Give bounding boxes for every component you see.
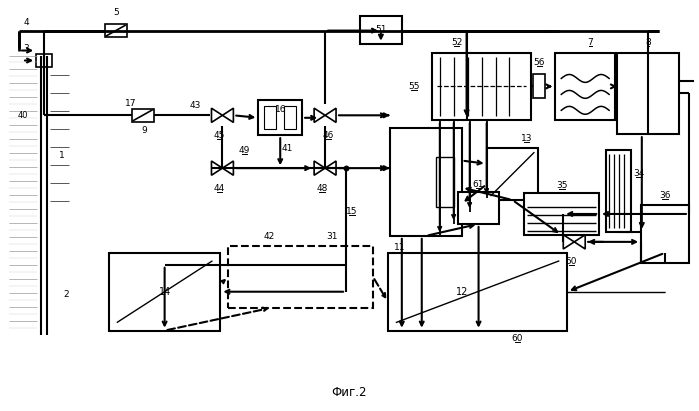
- Polygon shape: [575, 235, 585, 249]
- Bar: [533, 74, 545, 98]
- Text: Фиг.2: Фиг.2: [331, 386, 367, 399]
- Text: 48: 48: [317, 184, 328, 193]
- Bar: [36, 53, 52, 67]
- Text: 41: 41: [282, 144, 293, 153]
- Text: 50: 50: [565, 257, 577, 266]
- Text: 44: 44: [214, 184, 225, 193]
- Polygon shape: [325, 161, 336, 175]
- Text: 45: 45: [214, 131, 225, 140]
- Text: 55: 55: [408, 82, 419, 91]
- Bar: [390, 128, 461, 236]
- Polygon shape: [314, 161, 325, 175]
- Bar: [641, 205, 689, 263]
- Bar: [360, 16, 402, 44]
- Text: 8: 8: [645, 38, 651, 47]
- Bar: [131, 109, 154, 122]
- Bar: [109, 253, 220, 330]
- Bar: [606, 150, 631, 232]
- Bar: [105, 24, 127, 37]
- Text: 14: 14: [159, 287, 171, 297]
- Text: 56: 56: [533, 58, 545, 67]
- Bar: [259, 100, 302, 135]
- Text: 11: 11: [394, 243, 405, 252]
- Polygon shape: [222, 161, 233, 175]
- Text: 34: 34: [633, 169, 644, 178]
- Text: 17: 17: [124, 99, 136, 108]
- Text: 9: 9: [142, 126, 147, 135]
- Polygon shape: [325, 108, 336, 122]
- Bar: [435, 157, 454, 207]
- Text: 15: 15: [346, 207, 358, 216]
- Bar: [432, 53, 531, 120]
- Bar: [524, 193, 599, 235]
- Text: 4: 4: [23, 18, 29, 27]
- Text: 5: 5: [113, 8, 119, 17]
- Text: 13: 13: [521, 134, 532, 143]
- Polygon shape: [212, 161, 222, 175]
- Text: 52: 52: [451, 38, 462, 47]
- Text: 16: 16: [275, 105, 286, 114]
- Text: 36: 36: [659, 191, 670, 199]
- Bar: [264, 106, 276, 129]
- Text: 60: 60: [512, 334, 523, 343]
- Text: 61: 61: [473, 180, 484, 189]
- Text: 49: 49: [238, 145, 250, 155]
- Polygon shape: [563, 235, 575, 249]
- Text: 40: 40: [18, 111, 29, 120]
- Bar: [458, 192, 500, 224]
- Bar: [617, 53, 679, 134]
- Polygon shape: [314, 108, 325, 122]
- Text: 35: 35: [556, 180, 568, 189]
- Text: 3: 3: [23, 44, 29, 53]
- Text: 51: 51: [375, 25, 387, 34]
- Polygon shape: [212, 108, 222, 122]
- Text: 12: 12: [456, 287, 469, 297]
- Text: 2: 2: [63, 290, 69, 299]
- Bar: [284, 106, 296, 129]
- Text: 42: 42: [264, 232, 275, 241]
- Text: 7: 7: [587, 38, 593, 47]
- Text: 1: 1: [59, 151, 65, 159]
- Bar: [555, 53, 615, 120]
- Polygon shape: [222, 108, 233, 122]
- Text: 46: 46: [322, 131, 333, 140]
- Text: 31: 31: [326, 232, 338, 241]
- Text: 43: 43: [190, 101, 201, 110]
- Bar: [487, 148, 538, 200]
- Bar: [229, 246, 373, 308]
- Bar: [388, 253, 568, 330]
